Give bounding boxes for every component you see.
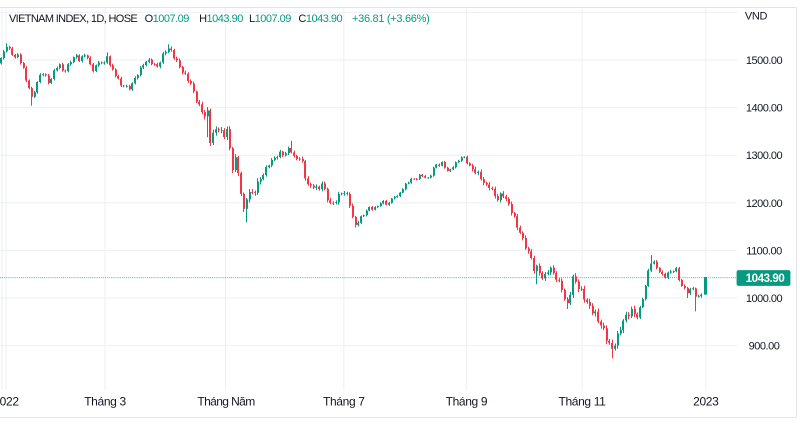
svg-text:VIETNAM INDEX, 1D, HOSE: VIETNAM INDEX, 1D, HOSE [9, 13, 137, 25]
svg-text:1400.00: 1400.00 [746, 103, 783, 115]
svg-text:1043.90: 1043.90 [746, 273, 785, 285]
svg-text:+36.81 (+3.66%): +36.81 (+3.66%) [352, 13, 429, 25]
svg-text:2023: 2023 [693, 395, 719, 409]
svg-text:Tháng Năm: Tháng Năm [197, 395, 255, 409]
svg-text:1200.00: 1200.00 [746, 198, 783, 210]
svg-text:Tháng 11: Tháng 11 [558, 395, 606, 409]
svg-text:1000.00: 1000.00 [746, 293, 783, 305]
svg-text:2022: 2022 [0, 395, 19, 409]
svg-text:1100.00: 1100.00 [746, 245, 782, 257]
svg-text:Tháng 3: Tháng 3 [84, 395, 126, 409]
svg-text:Tháng 9: Tháng 9 [446, 395, 488, 409]
svg-text:C1043.90: C1043.90 [298, 13, 342, 25]
svg-text:L1007.09: L1007.09 [249, 13, 291, 25]
svg-text:900.00: 900.00 [749, 341, 780, 353]
svg-text:VND: VND [745, 10, 768, 22]
svg-text:O1007.09: O1007.09 [145, 13, 190, 25]
svg-text:Tháng 7: Tháng 7 [323, 395, 365, 409]
svg-text:1500.00: 1500.00 [746, 55, 783, 67]
svg-text:1300.00: 1300.00 [746, 150, 783, 162]
svg-text:H1043.90: H1043.90 [199, 13, 243, 25]
